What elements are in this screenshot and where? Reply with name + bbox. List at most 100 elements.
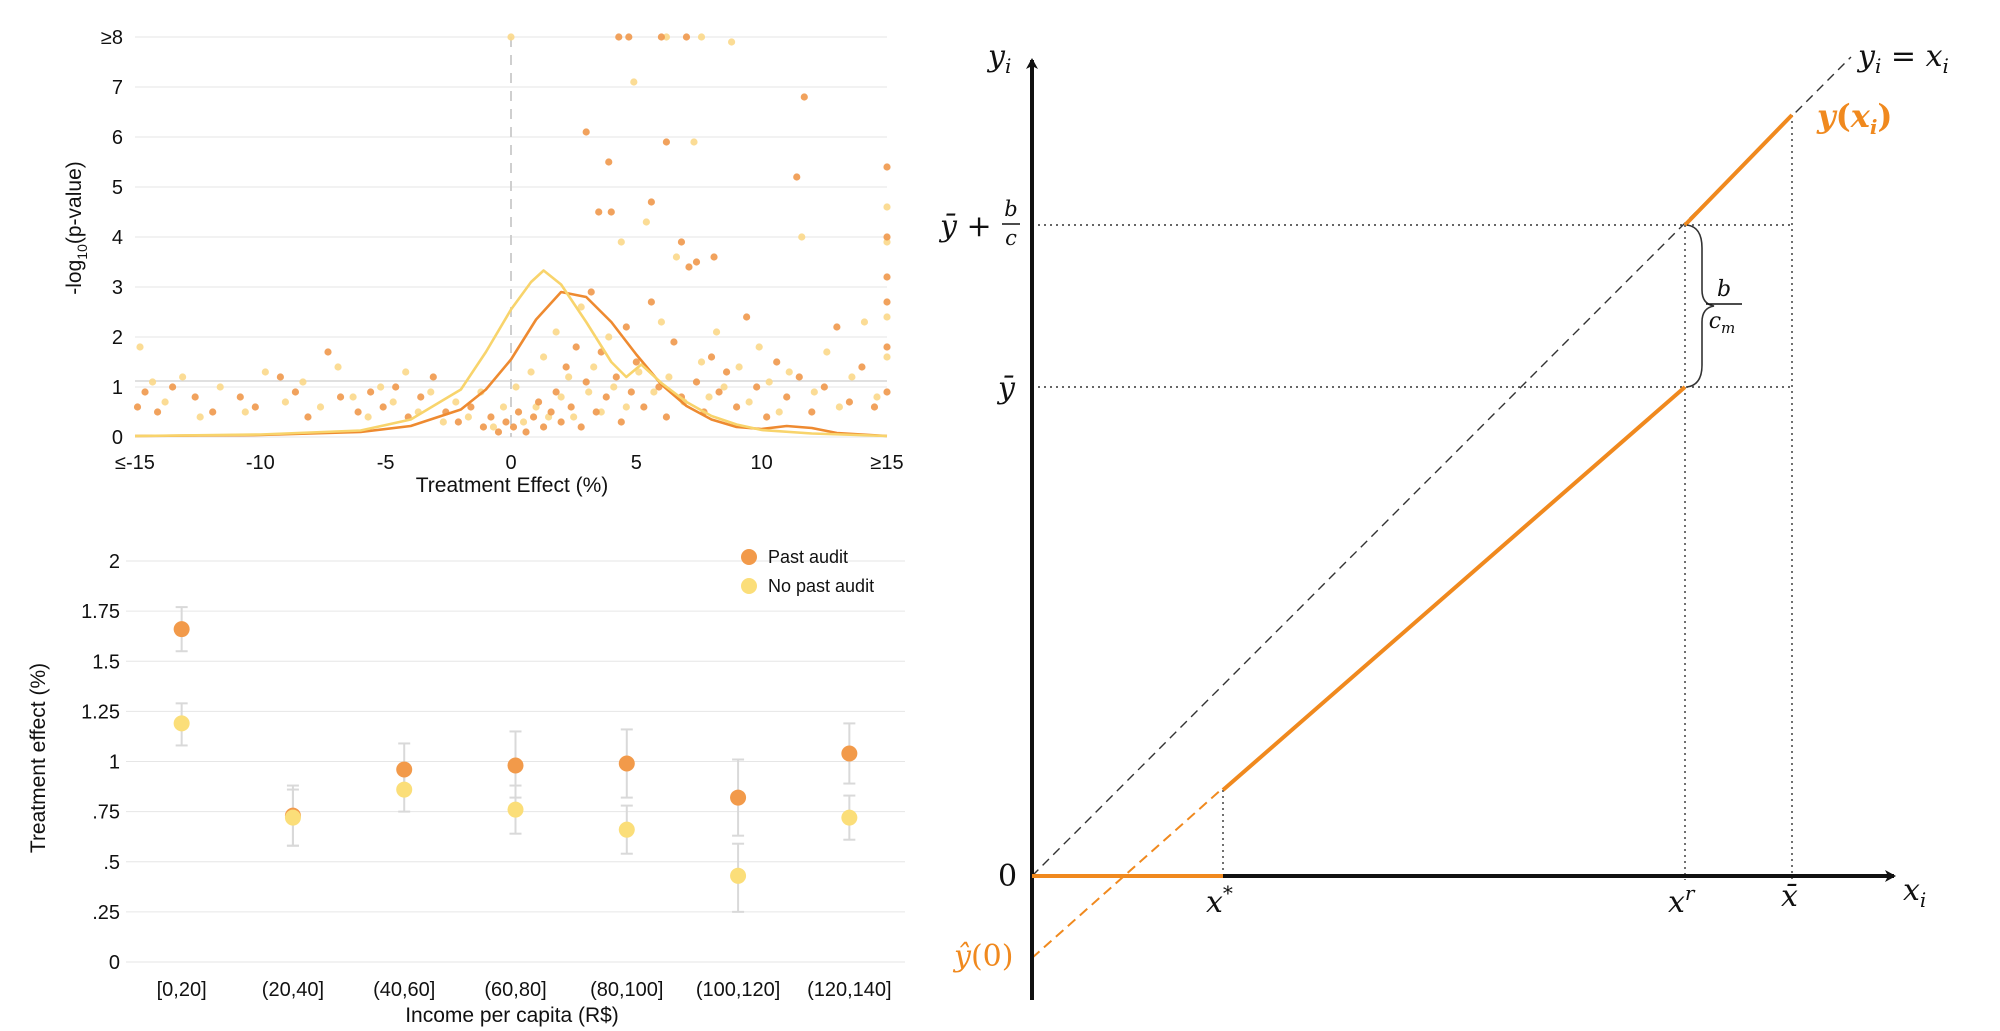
- scatter-point: [697, 358, 706, 366]
- income-effect-chart: 0 .25 .5 .75 1 1.25 1.5 1.75 2 [0,20] (20,40] (40,6…: [27, 547, 905, 1027]
- scatter-point: [133, 403, 142, 411]
- no-past-audit-point: [396, 781, 413, 798]
- dots-x-tick-label: (20,40]: [262, 979, 324, 1001]
- scatter-point: [427, 388, 435, 396]
- scatter-point: [775, 408, 783, 416]
- scatter-point: [795, 373, 803, 381]
- scatter-x-tick-label: ≥15: [870, 452, 903, 474]
- scatter-point: [161, 398, 169, 406]
- scatter-point: [692, 258, 701, 266]
- scatter-point: [705, 393, 713, 401]
- x-r-label: xr: [1668, 881, 1696, 920]
- scatter-point: [692, 378, 701, 386]
- scatter-point: [336, 393, 345, 401]
- scatter-point: [858, 363, 866, 371]
- scatter-point: [148, 378, 157, 386]
- scatter-point: [622, 323, 630, 331]
- scatter-point: [534, 398, 543, 406]
- scatter-point: [595, 208, 603, 216]
- dots-y-tick-label: 0: [109, 952, 120, 974]
- scatter-point: [722, 368, 731, 376]
- scatter-point: [452, 398, 460, 406]
- scatter-point: [236, 393, 244, 401]
- past-audit-point: [618, 755, 635, 772]
- scatter-point: [334, 363, 342, 371]
- x-axis-label: xi: [1903, 873, 1926, 912]
- identity-label: yi = xi: [1856, 39, 1949, 78]
- scatter-point: [697, 33, 706, 41]
- scatter-x-tick-label: 0: [505, 452, 516, 474]
- dots-gridlines: [126, 560, 905, 963]
- scatter-point: [299, 378, 307, 386]
- y-hat-zero-label: ŷ(0): [952, 939, 1013, 974]
- scatter-point: [800, 93, 808, 101]
- no-past-audit-point: [841, 809, 858, 826]
- past-audit-point: [730, 789, 747, 806]
- upper-segment: [1683, 113, 1794, 227]
- scatter-y-tick-label: 1: [112, 377, 123, 399]
- scatter-point: [860, 318, 869, 326]
- scatter-point: [402, 368, 410, 376]
- scatter-point: [467, 403, 475, 411]
- scatter-point: [519, 418, 528, 426]
- scatter-x-axis-title: Treatment Effect (%): [416, 474, 609, 497]
- scatter-point: [883, 233, 891, 241]
- legend-label-no-past-audit: No past audit: [768, 576, 874, 596]
- scatter-point: [379, 403, 387, 411]
- scatter-point: [316, 403, 325, 411]
- scatter-point: [557, 393, 565, 401]
- scatter-reference-lines: [135, 37, 887, 437]
- scatter-point: [642, 218, 650, 226]
- scatter-point: [377, 383, 385, 391]
- scatter-point: [665, 373, 673, 381]
- scatter-point: [647, 298, 655, 306]
- legend-marker-past-audit: [741, 549, 757, 565]
- y-axis-label: yi: [986, 39, 1011, 78]
- scatter-point: [823, 348, 831, 356]
- dots-y-tick-label: .25: [92, 902, 120, 924]
- scatter-point: [753, 383, 761, 391]
- scatter-point: [324, 348, 332, 356]
- scatter-point: [567, 403, 575, 411]
- scatter-point: [276, 373, 284, 381]
- scatter-point: [605, 158, 613, 166]
- dots-x-axis-title: Income per capita (R$): [405, 1004, 619, 1027]
- dots-x-tick-label: [0,20]: [157, 979, 207, 1001]
- scatter-point: [577, 423, 585, 431]
- scatter-point: [710, 253, 718, 261]
- scatter-point: [565, 373, 573, 381]
- scatter-point: [612, 373, 620, 381]
- scatter-point: [169, 383, 177, 391]
- scatter-point: [489, 423, 498, 431]
- scatter-point: [281, 398, 289, 406]
- scatter-point: [883, 388, 891, 396]
- scatter-y-tick-label: 5: [112, 177, 123, 199]
- scatter-point: [630, 78, 638, 86]
- density-curve: [134, 290, 888, 438]
- scatter-point: [773, 358, 781, 366]
- scatter-point: [743, 313, 751, 321]
- scatter-point: [657, 318, 666, 326]
- scatter-point: [607, 208, 615, 216]
- scatter-point: [870, 403, 879, 411]
- past-audit-point: [396, 761, 413, 778]
- zero-label: 0: [998, 859, 1017, 894]
- scatter-point: [632, 358, 640, 366]
- scatter-point: [883, 238, 891, 246]
- scatter-point: [499, 403, 508, 411]
- scatter-point: [216, 383, 224, 391]
- scatter-point: [845, 398, 854, 406]
- scatter-point: [592, 408, 600, 416]
- scatter-point: [617, 418, 625, 426]
- scatter-point: [883, 313, 891, 321]
- scatter-point: [389, 398, 397, 406]
- x-bar-label: x̄: [1781, 879, 1798, 914]
- scatter-point: [552, 328, 560, 336]
- scatter-point: [677, 238, 686, 246]
- scatter-point: [527, 368, 535, 376]
- legend-marker-no-past-audit: [741, 578, 757, 594]
- scatter-point: [354, 408, 362, 416]
- scatter-x-tick-label: ≤-15: [115, 452, 155, 474]
- scatter-point: [883, 273, 891, 281]
- scatter-point: [883, 343, 891, 351]
